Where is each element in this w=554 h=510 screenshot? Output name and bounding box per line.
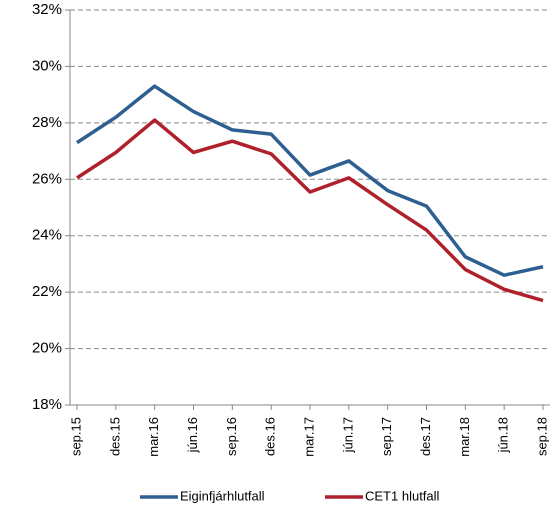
y-tick-label: 22%: [32, 283, 62, 300]
x-tick-label: sep.18: [534, 417, 549, 456]
x-tick-label: mar.18: [457, 417, 472, 457]
x-tick-label: jún.18: [496, 417, 511, 453]
line-series: [76, 84, 544, 277]
x-tick-label: des.15: [107, 417, 122, 456]
x-tick-label: sep.17: [379, 417, 394, 456]
x-tick-label: sep.16: [224, 417, 239, 456]
x-tick-label: des.16: [263, 417, 278, 456]
y-tick-label: 30%: [32, 57, 62, 74]
y-tick-label: 18%: [32, 396, 62, 413]
x-tick-label: mar.16: [146, 417, 161, 457]
x-tick-label: jún.17: [340, 417, 355, 453]
y-tick-label: 26%: [32, 170, 62, 187]
y-tick-label: 32%: [32, 1, 62, 18]
legend-label: CET1 hlutfall: [365, 488, 440, 503]
y-tick-label: 28%: [32, 114, 62, 131]
y-tick-label: 20%: [32, 340, 62, 357]
legend-label: Eiginfjárhlutfall: [180, 488, 265, 503]
x-tick-label: jún.16: [185, 417, 200, 453]
x-tick-label: mar.17: [301, 417, 316, 457]
y-tick-label: 24%: [32, 227, 62, 244]
x-tick-label: des.17: [418, 417, 433, 456]
x-tick-label: sep.15: [68, 417, 83, 456]
line-series: [76, 118, 544, 303]
